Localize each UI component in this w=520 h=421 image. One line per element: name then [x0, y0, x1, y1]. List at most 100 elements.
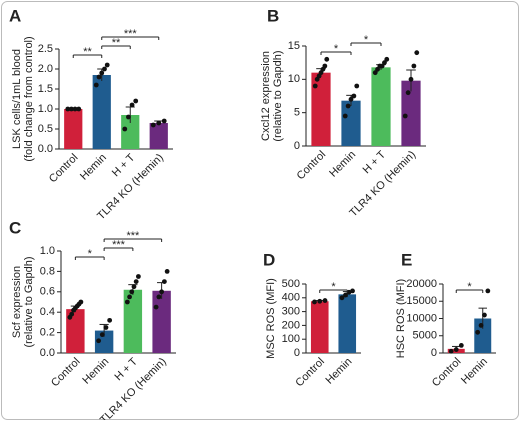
data-point — [69, 311, 75, 317]
data-point — [127, 294, 132, 300]
y-tick-label: 1.0 — [40, 245, 55, 257]
data-point — [102, 66, 107, 72]
bar — [371, 67, 391, 146]
data-point — [133, 279, 139, 284]
data-point — [156, 120, 162, 126]
data-point — [78, 299, 84, 305]
y-axis-label: (fold change from control) — [23, 36, 35, 161]
data-point — [107, 317, 113, 323]
bar — [64, 109, 83, 149]
data-point — [76, 106, 82, 112]
data-point — [324, 56, 330, 62]
data-point — [104, 62, 110, 68]
data-point — [159, 289, 165, 295]
data-point — [133, 98, 139, 104]
data-point — [96, 338, 102, 344]
y-tick-label: 2.0 — [38, 63, 53, 75]
data-point — [99, 332, 105, 338]
y-axis-label: LSK cells/1mL blood — [11, 49, 23, 149]
y-axis-label: MSC ROS (MFI) — [265, 278, 277, 359]
y-axis-label: Cxcl12 expression — [260, 51, 272, 141]
data-point — [126, 114, 131, 120]
x-tick-label: Control — [430, 356, 464, 390]
data-point — [375, 66, 380, 72]
y-tick-label: 0.6 — [40, 286, 55, 298]
data-point — [448, 348, 454, 354]
sig-label: * — [364, 34, 369, 46]
y-tick-label: 400 — [282, 292, 300, 304]
data-point — [156, 294, 162, 300]
x-tick-label: Hemin — [327, 149, 358, 180]
x-tick-label: Control — [295, 149, 329, 183]
data-point — [150, 122, 156, 128]
data-point — [103, 325, 109, 330]
x-tick-label: Hemin — [80, 356, 111, 387]
bar — [311, 72, 331, 146]
data-point — [129, 289, 135, 295]
panel-letter: D — [263, 250, 275, 269]
data-point — [405, 90, 411, 96]
y-tick-label: 20000 — [406, 278, 437, 290]
y-tick-label: 10000 — [406, 312, 437, 324]
bar — [310, 301, 329, 353]
data-point — [131, 284, 137, 290]
data-point — [475, 329, 481, 335]
sig-label: * — [331, 281, 336, 293]
y-tick-label: 2.5 — [38, 43, 53, 55]
bar — [92, 75, 111, 149]
bar — [401, 80, 421, 146]
x-tick-label: Hemin — [78, 152, 109, 183]
data-point — [402, 113, 408, 119]
x-tick-label: H + T — [361, 149, 389, 177]
bar — [338, 294, 357, 353]
data-point — [312, 83, 318, 89]
sig-label: ** — [112, 37, 121, 49]
data-point — [164, 269, 170, 274]
x-tick-label: Hemin — [459, 356, 490, 387]
data-point — [124, 299, 130, 305]
data-point — [351, 93, 357, 99]
data-point — [458, 343, 464, 348]
y-tick-label: 0.0 — [38, 143, 53, 155]
y-axis-label: HSC ROS (MFI) — [395, 279, 407, 358]
y-axis-label: (relative to Gapdh) — [272, 50, 284, 141]
sig-label: *** — [124, 28, 138, 40]
data-point — [372, 70, 378, 76]
y-tick-label: 0.0 — [40, 347, 55, 359]
y-axis-label: Scf expression — [11, 266, 23, 338]
data-point — [153, 304, 159, 310]
x-tick-label: Control — [47, 152, 81, 186]
bar — [149, 123, 168, 149]
y-tick-label: 5000 — [413, 330, 437, 342]
sig-label: * — [334, 43, 339, 55]
data-point — [65, 106, 71, 112]
x-tick-label: Control — [293, 356, 327, 390]
data-point — [339, 295, 345, 301]
panel-letter: E — [401, 250, 412, 269]
y-tick-label: 500 — [282, 278, 300, 290]
data-point — [122, 126, 128, 132]
y-tick-label: 0.2 — [40, 327, 55, 339]
data-point — [379, 63, 385, 69]
x-tick-label: Hemin — [323, 356, 354, 387]
data-point — [342, 113, 348, 119]
data-point — [345, 103, 351, 109]
y-tick-label: 15000 — [406, 295, 437, 307]
x-tick-label: Control — [49, 356, 83, 390]
panel-letter: C — [9, 218, 21, 237]
data-point — [322, 63, 328, 69]
sig-label: *** — [126, 230, 140, 242]
sig-label: * — [467, 281, 472, 293]
y-tick-label: 1.5 — [38, 83, 53, 95]
bar — [94, 330, 114, 353]
data-point — [99, 70, 105, 76]
sig-label: *** — [112, 239, 126, 251]
bar — [474, 318, 492, 353]
panel-letter: B — [267, 6, 279, 25]
data-point — [72, 106, 78, 112]
data-point — [453, 347, 459, 352]
data-point — [414, 50, 420, 56]
y-tick-label: 5 — [294, 107, 300, 119]
